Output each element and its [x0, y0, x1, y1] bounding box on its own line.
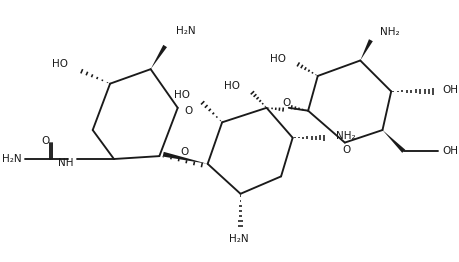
Text: H₂N: H₂N [1, 154, 21, 164]
Polygon shape [382, 130, 405, 153]
Text: H₂N: H₂N [229, 234, 248, 244]
Text: O: O [283, 98, 291, 108]
Text: NH₂: NH₂ [336, 131, 356, 141]
Text: O: O [41, 136, 50, 146]
Text: O: O [180, 147, 189, 157]
Polygon shape [162, 152, 207, 164]
Text: OH: OH [442, 85, 459, 95]
Text: H₂N: H₂N [176, 25, 196, 36]
Text: O: O [342, 145, 351, 155]
Text: HO: HO [51, 59, 67, 69]
Text: NH: NH [58, 158, 73, 168]
Text: HO: HO [224, 81, 240, 91]
Polygon shape [360, 39, 373, 61]
Text: O: O [185, 106, 193, 116]
Polygon shape [151, 45, 167, 69]
Text: HO: HO [174, 90, 190, 100]
Text: OH: OH [442, 146, 459, 156]
Text: NH₂: NH₂ [380, 28, 399, 37]
Text: HO: HO [270, 53, 286, 64]
